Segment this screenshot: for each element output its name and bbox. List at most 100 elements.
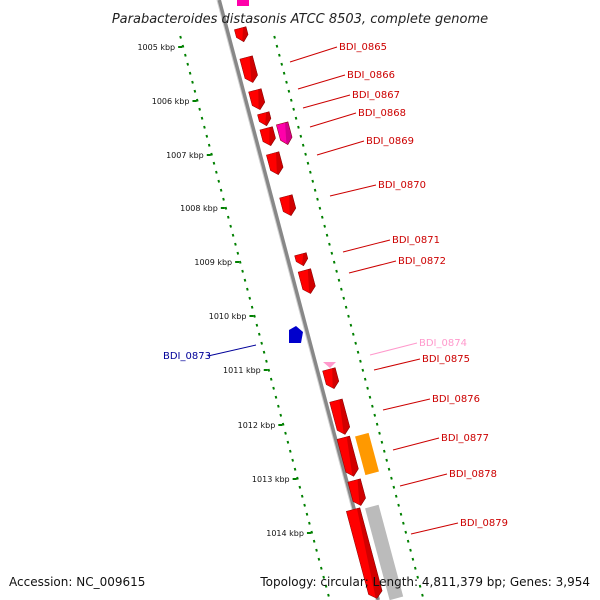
axis-tick bbox=[359, 359, 362, 363]
axis-tick bbox=[281, 422, 285, 426]
axis-tick bbox=[285, 80, 288, 84]
axis-tick bbox=[311, 179, 315, 183]
axis-tick bbox=[421, 593, 424, 597]
backbone-highlight bbox=[216, 0, 377, 600]
axis-tick bbox=[308, 521, 311, 525]
gene-arrow-body bbox=[329, 398, 351, 435]
axis-tick bbox=[179, 35, 182, 39]
axis-tick bbox=[289, 98, 293, 102]
axis-tick bbox=[275, 44, 279, 48]
axis-tick bbox=[236, 251, 240, 255]
axis-tick bbox=[366, 386, 369, 390]
gene-label: BDI_0879 bbox=[460, 518, 508, 529]
axis-tick bbox=[340, 287, 343, 291]
axis-tick bbox=[293, 467, 297, 471]
gene-label: BDI_0874 bbox=[419, 338, 467, 349]
gene-leader-line bbox=[382, 398, 431, 411]
axis-tick bbox=[390, 476, 393, 480]
axis-tick bbox=[305, 512, 309, 516]
axis-tick bbox=[241, 269, 244, 273]
axis-tick bbox=[328, 242, 331, 246]
gene-label: BDI_0868 bbox=[358, 108, 406, 119]
gene-label: BDI_0873 bbox=[163, 351, 211, 362]
axis-tick bbox=[207, 143, 211, 147]
gene-arrow bbox=[257, 111, 272, 127]
gene-arrow-body bbox=[297, 268, 316, 294]
axis-tick bbox=[181, 44, 185, 48]
gene-leader-line bbox=[369, 342, 418, 356]
axis-tick bbox=[347, 314, 350, 318]
gene-leader-line bbox=[399, 473, 448, 487]
kbp-label: 1007 kbp bbox=[166, 151, 204, 160]
axis-tick bbox=[300, 494, 304, 498]
axis-tick bbox=[371, 404, 374, 408]
kbp-label: 1013 kbp bbox=[252, 475, 290, 484]
gene-arrow bbox=[239, 55, 258, 83]
gene-arrow bbox=[336, 435, 359, 477]
gene-arrow-body bbox=[259, 126, 276, 147]
backbone-line bbox=[217, 0, 380, 600]
axis-tick bbox=[280, 62, 284, 66]
axis-tick bbox=[222, 197, 225, 201]
axis-tick bbox=[342, 296, 346, 300]
axis-tick bbox=[257, 332, 261, 336]
gene-arrow-body bbox=[266, 151, 284, 175]
axis-tick bbox=[262, 350, 266, 354]
gene-arrow-body bbox=[322, 367, 340, 389]
axis-tick bbox=[325, 233, 329, 237]
gene-arrow-shade bbox=[276, 151, 284, 175]
axis-tick bbox=[186, 62, 190, 66]
axis-tick bbox=[299, 134, 303, 138]
gene-arrow-shade bbox=[249, 55, 258, 83]
axis-tick bbox=[399, 512, 403, 516]
gene-arrow-shade bbox=[285, 121, 293, 145]
gene-arrow-shade bbox=[339, 398, 350, 435]
axis-tick bbox=[368, 395, 372, 399]
axis-tick bbox=[373, 413, 377, 417]
axis-tick bbox=[215, 170, 218, 174]
axis-tick bbox=[277, 404, 280, 408]
axis-tick bbox=[212, 161, 216, 165]
gene-label: BDI_0878 bbox=[449, 469, 497, 480]
axis-tick bbox=[344, 305, 348, 309]
gene-arrow bbox=[294, 252, 309, 267]
axis-tick bbox=[265, 359, 268, 363]
gene-leader-line bbox=[342, 239, 391, 253]
axis-tick bbox=[294, 116, 298, 120]
gene-label: BDI_0866 bbox=[347, 70, 395, 81]
gene-arrow bbox=[259, 126, 276, 147]
gene-arrow bbox=[266, 151, 284, 175]
axis-tick bbox=[378, 431, 381, 435]
axis-tick bbox=[385, 458, 388, 462]
gene-arrow-body bbox=[336, 435, 359, 477]
kbp-label: 1011 kbp bbox=[223, 366, 261, 375]
gene-arrow-body bbox=[257, 111, 272, 127]
gene-arrow bbox=[279, 194, 297, 216]
axis-tick bbox=[349, 323, 353, 327]
axis-tick bbox=[309, 170, 312, 174]
gene-label: BDI_0867 bbox=[352, 90, 400, 101]
axis-tick bbox=[272, 386, 275, 390]
gene-arrow-shade bbox=[265, 111, 271, 126]
gene-arrow-body bbox=[234, 26, 249, 43]
gene-arrow-pink bbox=[323, 362, 336, 368]
axis-tick bbox=[416, 575, 420, 579]
axis-tick bbox=[273, 35, 276, 39]
axis-tick bbox=[246, 287, 249, 291]
axis-tick bbox=[298, 485, 302, 489]
gene-arrow bbox=[346, 507, 383, 599]
genome-summary-text: Topology: circular; Length: 4,811,379 bp… bbox=[259, 575, 590, 589]
gene-arrow-body bbox=[248, 88, 266, 110]
axis-tick bbox=[195, 98, 199, 102]
axis-tick bbox=[250, 305, 254, 309]
axis-tick bbox=[380, 440, 384, 444]
axis-tick bbox=[269, 377, 273, 381]
axis-tick bbox=[316, 197, 319, 201]
gene-label: BDI_0877 bbox=[441, 433, 489, 444]
gene-label: BDI_0871 bbox=[392, 235, 440, 246]
gene-arrow bbox=[329, 398, 351, 435]
axis-tick bbox=[255, 323, 259, 327]
gene-label: BDI_0869 bbox=[366, 136, 414, 147]
axis-tick bbox=[306, 161, 310, 165]
